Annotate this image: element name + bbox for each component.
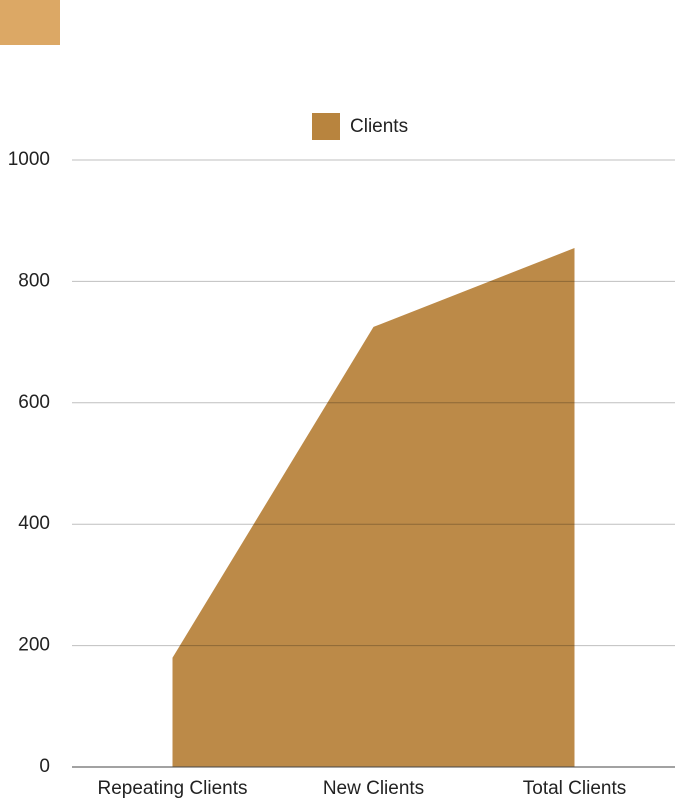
area bbox=[172, 248, 575, 767]
y-tick-label: 800 bbox=[18, 270, 50, 291]
x-tick-label: Repeating Clients bbox=[98, 778, 248, 799]
y-tick-label: 600 bbox=[18, 392, 50, 413]
header-block bbox=[0, 0, 60, 45]
y-tick-label: 200 bbox=[18, 635, 50, 656]
x-tick-label: Total Clients bbox=[523, 778, 627, 799]
legend-swatch bbox=[312, 113, 340, 140]
y-tick-label: 400 bbox=[18, 513, 50, 534]
y-tick-label: 0 bbox=[39, 756, 50, 777]
x-tick-label: New Clients bbox=[323, 778, 424, 799]
legend-label: Clients bbox=[350, 116, 408, 137]
y-tick-label: 1000 bbox=[8, 149, 50, 170]
